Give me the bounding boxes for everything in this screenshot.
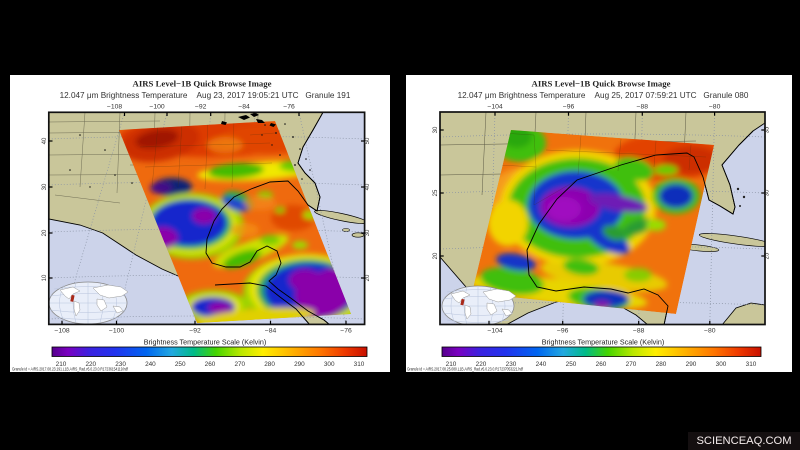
svg-text:300: 300: [716, 361, 727, 368]
svg-text:310: 310: [354, 361, 365, 368]
svg-text:−100: −100: [149, 104, 165, 111]
svg-text:230: 230: [115, 361, 126, 368]
svg-text:12.047 μm Brightness Temperatu: 12.047 μm Brightness Temperature Aug 25,…: [458, 91, 749, 100]
svg-text:220: 220: [476, 361, 487, 368]
svg-text:Granule id = AIRS.2017.08.23.1: Granule id = AIRS.2017.08.23.191.L1B.AIR…: [12, 367, 129, 372]
svg-text:−76: −76: [340, 328, 352, 335]
svg-text:220: 220: [85, 361, 96, 368]
svg-text:−96: −96: [557, 328, 569, 335]
svg-text:260: 260: [596, 361, 607, 368]
svg-text:40: 40: [42, 137, 48, 144]
svg-text:30: 30: [433, 126, 439, 133]
svg-text:250: 250: [566, 361, 577, 368]
svg-text:Granule id = AIRS.2017.08.25.0: Granule id = AIRS.2017.08.25.080.L1B.AIR…: [407, 367, 524, 372]
svg-text:270: 270: [626, 361, 637, 368]
svg-text:290: 290: [294, 361, 305, 368]
svg-text:250: 250: [175, 361, 186, 368]
svg-text:40: 40: [365, 183, 371, 190]
svg-text:−80: −80: [709, 104, 721, 111]
svg-text:10: 10: [42, 274, 48, 281]
svg-text:280: 280: [656, 361, 667, 368]
svg-text:−104: −104: [487, 328, 503, 335]
svg-text:−92: −92: [189, 328, 201, 335]
svg-text:25: 25: [765, 252, 771, 259]
svg-text:Brightness Temperature Scale (: Brightness Temperature Scale (Kelvin): [542, 338, 665, 347]
svg-text:240: 240: [536, 361, 547, 368]
svg-text:230: 230: [506, 361, 517, 368]
svg-text:−88: −88: [637, 104, 649, 111]
svg-text:210: 210: [56, 361, 67, 368]
svg-text:210: 210: [446, 361, 457, 368]
svg-text:310: 310: [746, 361, 757, 368]
svg-text:300: 300: [324, 361, 335, 368]
svg-text:−108: −108: [107, 104, 123, 111]
svg-text:35: 35: [765, 126, 771, 133]
svg-text:50: 50: [365, 137, 371, 144]
svg-text:290: 290: [686, 361, 697, 368]
svg-text:AIRS Level−1B Quick Browse Ima: AIRS Level−1B Quick Browse Image: [133, 79, 272, 89]
svg-text:−84: −84: [238, 104, 250, 111]
svg-text:−100: −100: [109, 328, 125, 335]
svg-text:30: 30: [765, 189, 771, 196]
svg-text:AIRS Level−1B Quick Browse Ima: AIRS Level−1B Quick Browse Image: [532, 79, 671, 89]
svg-text:−104: −104: [487, 104, 503, 111]
svg-text:−88: −88: [633, 328, 645, 335]
svg-text:240: 240: [145, 361, 156, 368]
svg-text:−84: −84: [265, 328, 277, 335]
svg-text:−96: −96: [563, 104, 575, 111]
svg-text:−76: −76: [283, 104, 295, 111]
svg-text:30: 30: [365, 229, 371, 236]
svg-text:20: 20: [433, 252, 439, 259]
svg-text:280: 280: [264, 361, 275, 368]
svg-text:270: 270: [234, 361, 245, 368]
svg-text:20: 20: [365, 274, 371, 281]
svg-text:Brightness Temperature Scale (: Brightness Temperature Scale (Kelvin): [144, 338, 267, 347]
svg-text:260: 260: [205, 361, 216, 368]
svg-text:12.047 μm Brightness Temperatu: 12.047 μm Brightness Temperature Aug 23,…: [60, 91, 351, 100]
svg-text:−108: −108: [54, 328, 70, 335]
svg-text:−80: −80: [704, 328, 716, 335]
svg-text:−92: −92: [195, 104, 207, 111]
svg-text:25: 25: [433, 189, 439, 196]
svg-text:30: 30: [42, 183, 48, 190]
svg-text:20: 20: [42, 229, 48, 236]
